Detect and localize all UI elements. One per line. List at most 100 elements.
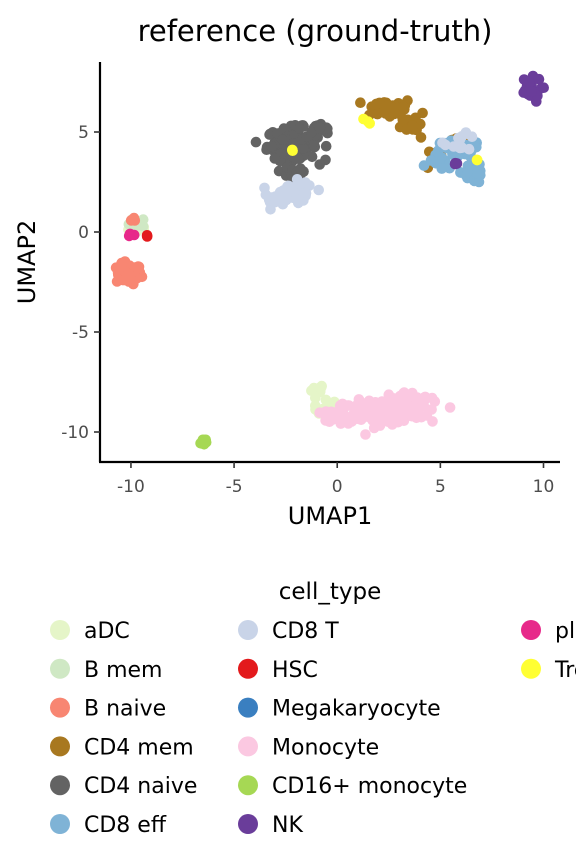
legend-key <box>50 814 70 834</box>
data-point <box>379 405 390 416</box>
data-point <box>277 134 288 146</box>
data-point <box>374 97 385 109</box>
data-point <box>383 389 395 401</box>
scatter-points <box>110 70 549 450</box>
data-point <box>277 193 289 205</box>
data-point <box>444 402 456 413</box>
legend-item: B naive <box>50 697 166 722</box>
x-ticks: -10 -5 0 5 10 <box>117 462 554 497</box>
data-point <box>294 123 305 134</box>
series-treg <box>287 113 483 166</box>
data-point <box>538 82 549 93</box>
y-tick-label: 5 <box>78 123 89 143</box>
data-point <box>306 385 317 397</box>
y-axis-title: UMAP2 <box>13 220 41 304</box>
legend-key <box>238 736 258 757</box>
data-point <box>421 410 433 421</box>
data-point <box>300 187 312 199</box>
legend-key <box>238 697 258 718</box>
legend-label: CD8 T <box>272 619 339 644</box>
data-point <box>141 231 153 242</box>
x-tick-label: -5 <box>226 477 243 497</box>
legend-label: HSC <box>272 658 318 683</box>
legend-label: Treg <box>554 658 576 683</box>
data-point <box>369 413 381 425</box>
legend-label: NK <box>272 813 303 838</box>
data-point <box>450 157 461 169</box>
data-point <box>123 230 135 242</box>
data-point <box>399 401 411 413</box>
series-b-naive <box>110 212 148 290</box>
series-cd16-monocyte <box>195 434 212 450</box>
data-point <box>436 163 448 174</box>
data-point <box>266 141 278 152</box>
data-point <box>471 167 482 179</box>
data-point <box>440 139 451 151</box>
legend-item: CD8 eff <box>50 813 167 838</box>
data-point <box>518 87 529 98</box>
data-point <box>293 153 304 165</box>
data-point <box>348 411 359 423</box>
data-point <box>295 164 307 175</box>
data-point <box>382 99 394 111</box>
legend-item: CD4 mem <box>50 735 194 760</box>
series-hsc <box>141 230 153 242</box>
legend-title: cell_type <box>279 579 381 605</box>
data-point <box>411 392 423 403</box>
legend-key <box>50 658 70 679</box>
legend-item: B mem <box>50 658 162 683</box>
data-point <box>314 407 326 419</box>
data-point <box>407 120 418 132</box>
y-tick-label: -5 <box>72 323 89 343</box>
legend-key <box>521 620 541 640</box>
x-tick-label: 0 <box>332 477 343 497</box>
data-point <box>114 263 125 274</box>
data-point <box>338 407 349 419</box>
data-point <box>352 401 364 413</box>
series-nk <box>449 70 549 170</box>
data-point <box>293 197 304 209</box>
data-point <box>314 159 326 170</box>
legend-label: plasmacytoid DC <box>555 619 576 644</box>
data-point <box>372 108 383 120</box>
data-point <box>111 276 123 287</box>
legend-key <box>238 775 258 796</box>
legend-key <box>50 697 70 718</box>
x-tick-label: 10 <box>533 477 555 497</box>
data-point <box>195 438 206 449</box>
legend-item: Megakaryocyte <box>238 697 441 722</box>
data-point <box>300 177 311 188</box>
legend-key <box>238 658 258 679</box>
data-point <box>390 403 401 415</box>
legend-label: CD16+ monocyte <box>272 774 467 799</box>
legend-label: Megakaryocyte <box>272 697 441 722</box>
x-axis-title: UMAP1 <box>288 502 372 530</box>
data-point <box>518 74 530 85</box>
legend-item: Monocyte <box>238 735 379 760</box>
legend-label: B mem <box>84 658 162 683</box>
data-point <box>473 176 485 188</box>
y-ticks: -10 -5 0 5 <box>61 123 100 443</box>
data-point <box>369 402 380 414</box>
legend-item: Treg <box>521 658 576 683</box>
data-point <box>368 422 380 434</box>
x-tick-label: 5 <box>435 477 446 497</box>
legend-key <box>50 620 70 640</box>
data-point <box>533 73 545 85</box>
legend-key <box>50 736 70 757</box>
data-point <box>355 97 366 108</box>
series-plasmacytoid-dc <box>123 228 140 242</box>
legend-item: CD16+ monocyte <box>238 774 467 799</box>
data-point <box>462 166 474 178</box>
legend-item: aDC <box>50 619 130 644</box>
series-adc <box>123 218 344 421</box>
legend-key <box>238 620 258 640</box>
data-point <box>358 113 369 125</box>
chart-title: reference (ground-truth) <box>138 14 493 48</box>
data-point <box>381 413 392 425</box>
data-point <box>415 132 427 143</box>
data-point <box>125 215 137 226</box>
data-point <box>124 269 136 281</box>
legend: aDC B mem B naive CD4 mem CD4 naive CD8 eff CD… <box>50 619 576 838</box>
data-point <box>454 134 466 146</box>
